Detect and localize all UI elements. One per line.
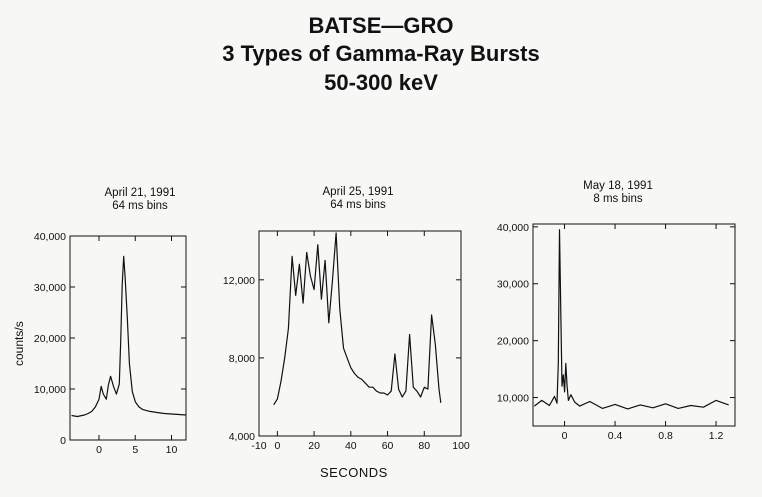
y-tick-label: 10,000 — [497, 393, 529, 405]
x-tick-label: 0.4 — [608, 430, 623, 442]
title-line-2: 3 Types of Gamma-Ray Bursts — [222, 41, 540, 66]
x-tick-label: 20 — [308, 440, 320, 452]
x-tick-label: 0.8 — [658, 430, 673, 442]
y-tick-label: 10,000 — [34, 384, 66, 396]
x-tick-label: 1.2 — [709, 430, 724, 442]
panel1-subtitle: April 21, 1991 64 ms bins — [50, 187, 230, 213]
y-tick-label: 0 — [60, 435, 66, 447]
x-tick-label: 100 — [452, 440, 470, 452]
panel-2: -10 0 20 40 60 80 100 4,000 8,000 12,000 — [223, 230, 470, 452]
x-tick-label: 0 — [96, 444, 102, 456]
y-tick-label: 4,000 — [229, 431, 255, 443]
x-tick-label: -10 — [251, 440, 266, 452]
x-tick-label: 60 — [382, 440, 394, 452]
y-tick-label: 12,000 — [223, 275, 255, 287]
panel-3-frame — [532, 223, 736, 427]
x-tick-label: 40 — [345, 440, 357, 452]
panel2-subtitle: April 25, 1991 64 ms bins — [268, 186, 448, 212]
panel-3: 0 0.4 0.8 1.2 10,000 20,000 30,000 40,000 — [497, 222, 736, 442]
series-line-3 — [533, 229, 729, 410]
y-tick-label: 8,000 — [229, 353, 255, 365]
x-axis-label: SECONDS — [320, 465, 388, 480]
panel2-bins: 64 ms bins — [330, 199, 386, 211]
x-tick-label: 0 — [274, 440, 280, 452]
panel-2-frame — [258, 230, 462, 437]
title-line-3: 50-300 keV — [324, 70, 438, 95]
x-tick-label: 5 — [132, 444, 138, 456]
panel3-subtitle: May 18, 1991 8 ms bins — [528, 180, 708, 206]
y-tick-label: 30,000 — [497, 279, 529, 291]
panel1-date: April 21, 1991 — [104, 187, 176, 199]
x-tick-label: 10 — [166, 444, 178, 456]
panel-1: 0 5 10 0 10,000 20,000 30,000 40,000 — [34, 231, 187, 456]
y-tick-label: 20,000 — [497, 336, 529, 348]
panel3-bins: 8 ms bins — [593, 193, 643, 205]
series-line-2 — [273, 232, 442, 406]
y-tick-label: 20,000 — [34, 333, 66, 345]
series-line-1 — [71, 255, 187, 418]
panel2-date: April 25, 1991 — [322, 186, 394, 198]
x-tick-label: 80 — [418, 440, 430, 452]
panel1-bins: 64 ms bins — [112, 200, 168, 212]
x-tick-label: 0 — [562, 430, 568, 442]
y-tick-label: 30,000 — [34, 282, 66, 294]
panel3-date: May 18, 1991 — [583, 180, 653, 192]
y-tick-label: 40,000 — [497, 222, 529, 234]
y-tick-label: 40,000 — [34, 231, 66, 243]
title-line-1: BATSE—GRO — [308, 13, 454, 38]
